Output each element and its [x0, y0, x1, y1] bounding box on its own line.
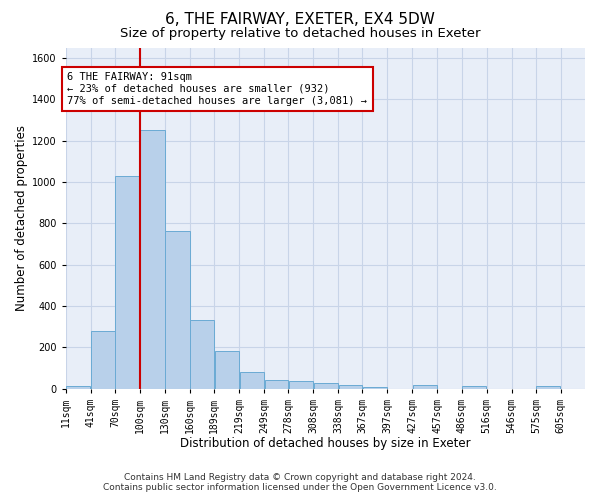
Bar [166, 232, 190, 388]
Bar [190, 320, 214, 388]
Bar [140, 130, 164, 388]
Bar [289, 381, 313, 388]
Bar [265, 380, 288, 388]
Text: 6, THE FAIRWAY, EXETER, EX4 5DW: 6, THE FAIRWAY, EXETER, EX4 5DW [165, 12, 435, 28]
Bar [91, 330, 115, 388]
Text: Size of property relative to detached houses in Exeter: Size of property relative to detached ho… [120, 28, 480, 40]
Bar [413, 386, 437, 388]
Y-axis label: Number of detached properties: Number of detached properties [15, 125, 28, 311]
Bar [66, 386, 91, 388]
Bar [536, 386, 560, 388]
Bar [239, 372, 264, 388]
Bar [363, 387, 387, 388]
Text: Contains HM Land Registry data © Crown copyright and database right 2024.
Contai: Contains HM Land Registry data © Crown c… [103, 473, 497, 492]
Bar [215, 352, 239, 389]
Bar [462, 386, 486, 388]
Bar [115, 176, 140, 388]
Bar [338, 386, 362, 388]
Text: 6 THE FAIRWAY: 91sqm
← 23% of detached houses are smaller (932)
77% of semi-deta: 6 THE FAIRWAY: 91sqm ← 23% of detached h… [67, 72, 367, 106]
Bar [314, 384, 338, 388]
X-axis label: Distribution of detached houses by size in Exeter: Distribution of detached houses by size … [180, 437, 471, 450]
